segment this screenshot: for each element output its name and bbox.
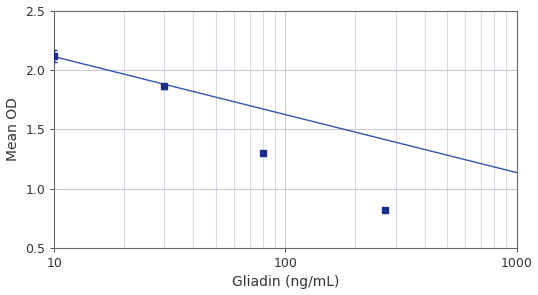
Y-axis label: Mean OD: Mean OD <box>5 97 19 161</box>
X-axis label: Gliadin (ng/mL): Gliadin (ng/mL) <box>232 276 339 289</box>
